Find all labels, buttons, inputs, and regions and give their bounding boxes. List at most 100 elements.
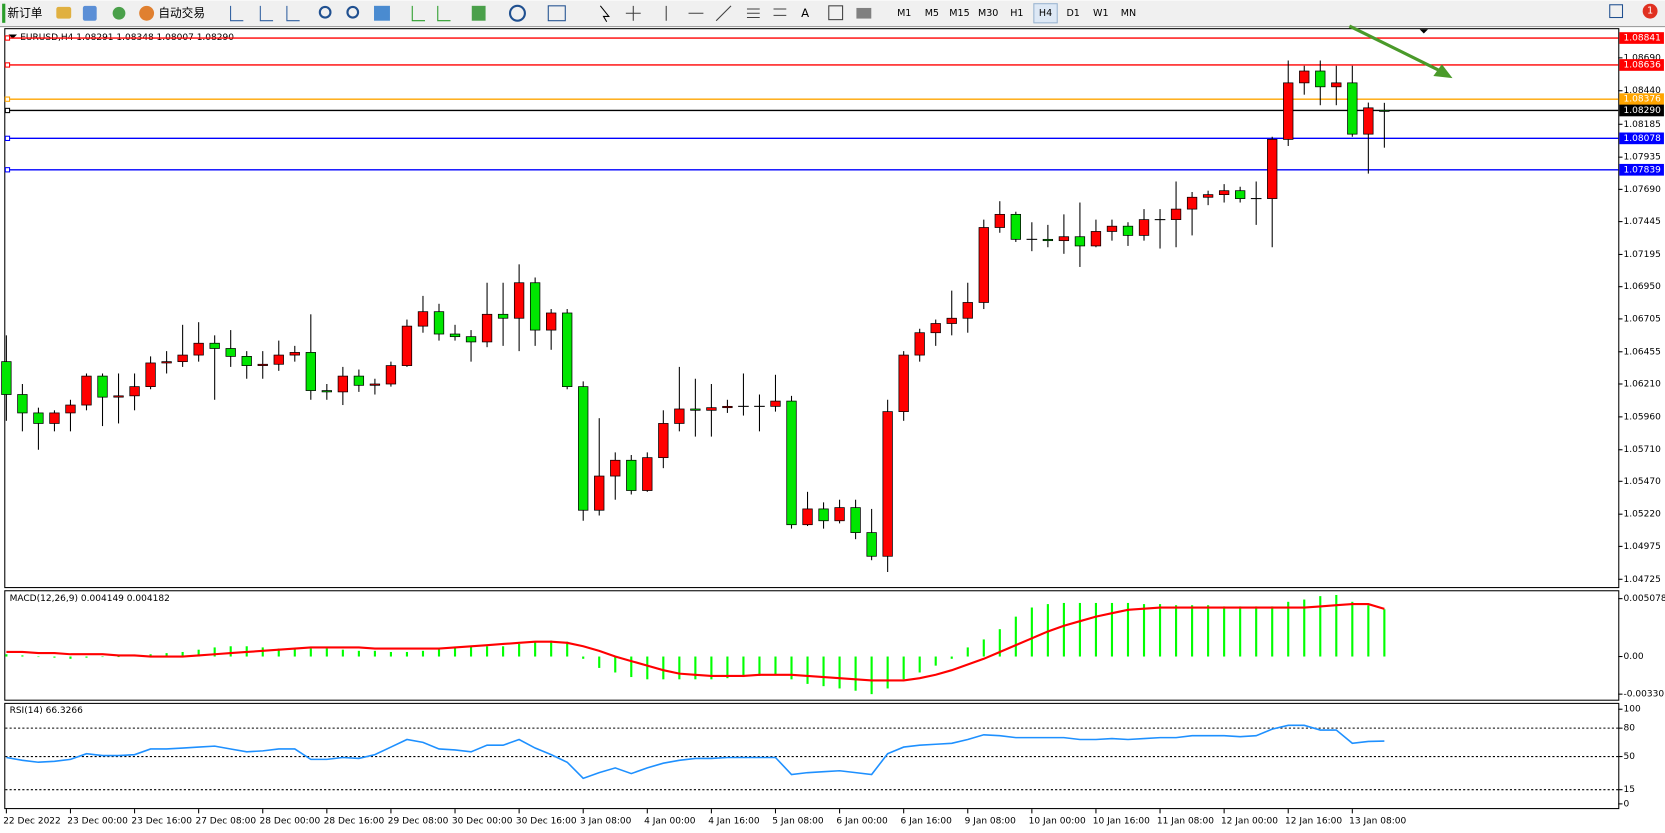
cursor-icon[interactable] — [599, 5, 610, 23]
level-label: 1.08376 — [1624, 95, 1662, 105]
candle-body — [1, 361, 12, 395]
rsi-label: RSI(14) 66.3266 — [10, 706, 84, 716]
macd-bar — [646, 656, 649, 680]
macd-bar — [534, 641, 537, 657]
notification-badge[interactable] — [1642, 3, 1658, 19]
candle-body — [465, 336, 477, 343]
macd-label: MACD(12,26,9) 0.004149 0.004182 — [10, 594, 170, 604]
candle-body — [834, 507, 845, 522]
macd-bar — [1287, 601, 1290, 657]
candle-body — [1331, 82, 1342, 88]
candle-body — [241, 356, 252, 366]
x-tick-label: 4 Jan 00:00 — [644, 816, 696, 826]
icon[interactable] — [112, 6, 126, 20]
chart-type-icons[interactable] — [230, 5, 300, 22]
drawing-tools[interactable] — [625, 5, 787, 22]
new-order-button[interactable]: 新订单 — [7, 6, 42, 20]
macd-bar — [309, 648, 312, 657]
notification-count: 1 — [1647, 6, 1653, 17]
macd-bar — [1158, 604, 1162, 657]
macd-bar — [886, 656, 889, 689]
icon[interactable] — [56, 6, 72, 19]
macd-bar — [550, 640, 553, 657]
auto-trading-button[interactable]: 自动交易 — [158, 6, 205, 20]
indicators-icon[interactable] — [471, 5, 486, 21]
level-handle — [4, 96, 11, 102]
macd-bar — [710, 656, 713, 680]
macd-bar — [678, 656, 681, 680]
x-tick-label: 12 Jan 16:00 — [1285, 816, 1342, 826]
timeframe-button[interactable]: M15 — [949, 8, 969, 19]
x-tick-label: 27 Dec 08:00 — [195, 816, 256, 826]
y-tick-label: 1.07195 — [1624, 250, 1661, 260]
candle-body — [594, 475, 605, 511]
macd-bar — [1094, 602, 1098, 657]
macd-bar — [598, 656, 601, 668]
icon[interactable] — [82, 5, 97, 21]
timeframe-button[interactable]: M30 — [978, 8, 998, 19]
y-tick-label: 1.05220 — [1624, 510, 1662, 520]
candle-body — [193, 342, 204, 356]
candle-body — [209, 342, 220, 349]
macd-bar — [5, 654, 8, 657]
macd-bar — [950, 656, 953, 659]
candle-body — [289, 352, 300, 356]
macd-bar — [870, 656, 873, 695]
candle-body — [497, 313, 509, 319]
macd-bar — [261, 647, 264, 657]
x-tick-label: 6 Jan 16:00 — [900, 816, 952, 826]
x-tick-label: 5 Jan 08:00 — [772, 816, 824, 826]
candle-body — [898, 354, 909, 412]
candle-body — [225, 348, 236, 357]
zoom-in-icon[interactable] — [318, 5, 332, 19]
macd-bar — [1110, 602, 1114, 657]
timeframe-button[interactable]: H4 — [1039, 8, 1052, 19]
macd-bar — [405, 651, 409, 657]
search-icon[interactable] — [1609, 4, 1624, 19]
candle-body — [65, 404, 76, 414]
text-tool[interactable]: A — [801, 6, 809, 20]
zoom-out-icon[interactable] — [346, 5, 360, 19]
arrows-tool[interactable] — [856, 7, 872, 19]
macd-bar — [1191, 605, 1194, 657]
y-tick-label: 1.07935 — [1624, 153, 1661, 163]
y-tick-label: 1.06705 — [1624, 314, 1661, 324]
scroll-icons[interactable] — [411, 5, 451, 22]
y-tick-label: 1.08440 — [1624, 86, 1662, 96]
timeframe-button[interactable]: D1 — [1066, 8, 1079, 19]
x-tick-label: 22 Dec 2022 — [3, 816, 61, 826]
candle-body — [177, 354, 188, 363]
timeframe-button[interactable]: MN — [1121, 8, 1136, 19]
active-timeframe-box — [1033, 3, 1058, 24]
macd-bar — [213, 647, 216, 657]
macd-bar — [1014, 616, 1017, 657]
candle-body — [1122, 225, 1134, 236]
periods-icon[interactable] — [508, 4, 526, 22]
y-tick-label: 1.08185 — [1624, 120, 1661, 130]
candle-body — [722, 405, 733, 409]
candle-body — [1186, 196, 1198, 210]
candle-body — [273, 354, 284, 365]
templates-icon[interactable] — [547, 5, 566, 22]
level-label-box — [1619, 93, 1664, 106]
candle-body — [129, 386, 140, 397]
timeframes: M1 M5 M15 M30 H1 H4 D1 W1 MN — [897, 3, 1136, 24]
tile-icon[interactable] — [374, 5, 390, 21]
candle-body — [770, 400, 781, 407]
candle-body — [914, 332, 925, 356]
timeframe-button[interactable]: M1 — [897, 8, 911, 19]
auto-trading-icon[interactable] — [139, 5, 155, 21]
timeframe-button[interactable]: M5 — [925, 8, 939, 19]
timeframe-button[interactable]: W1 — [1093, 8, 1109, 19]
label-tool[interactable] — [828, 5, 844, 21]
level-label: 1.08078 — [1624, 134, 1662, 144]
candle-body — [353, 375, 365, 386]
level-label-box — [1619, 104, 1664, 117]
y-tick-label: 50 — [1624, 752, 1636, 762]
y-tick-label: 1.07445 — [1624, 217, 1661, 227]
macd-bar — [37, 656, 40, 658]
timeframe-button[interactable]: H1 — [1010, 8, 1023, 19]
candle-body — [401, 325, 413, 366]
macd-bar — [453, 647, 457, 657]
